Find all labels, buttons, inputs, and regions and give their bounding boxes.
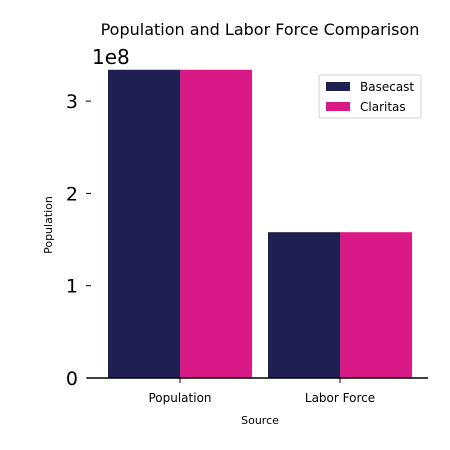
x-axis-label: Source [241, 414, 279, 427]
y-tick-label: 1 [66, 276, 78, 298]
x-tick-label: Labor Force [305, 391, 375, 405]
y-tick-label: 3 [66, 91, 78, 113]
legend-label-basecast: Basecast [360, 80, 414, 94]
y-tick-label: 0 [66, 368, 78, 390]
x-axis-ticks: Population Labor Force [148, 378, 375, 405]
y-axis-exponent: 1e8 [92, 45, 130, 69]
bar-claritas-population [180, 69, 252, 378]
y-axis-ticks: 0 1 2 3 [66, 91, 91, 390]
legend-swatch-basecast [326, 82, 350, 91]
legend-swatch-claritas [326, 102, 350, 111]
legend-label-claritas: Claritas [360, 100, 406, 114]
y-tick-label: 2 [66, 183, 78, 205]
y-axis-label: Population [42, 196, 55, 254]
chart-title: Population and Labor Force Comparison [101, 20, 420, 39]
bar-basecast-population [108, 69, 180, 378]
bar-basecast-labor-force [268, 232, 340, 378]
bar-claritas-labor-force [340, 232, 412, 378]
bars [108, 69, 412, 378]
legend: Basecast Claritas [318, 74, 422, 119]
x-tick-label: Population [148, 391, 211, 405]
